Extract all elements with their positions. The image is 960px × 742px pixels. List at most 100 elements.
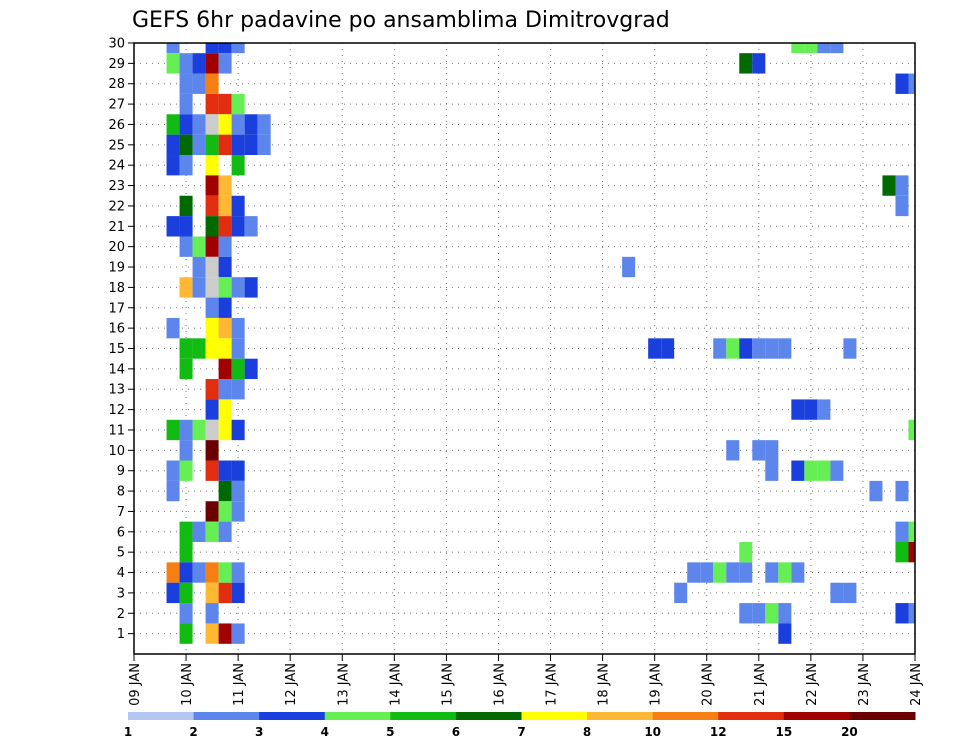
colorbar-segment	[521, 712, 588, 720]
heatmap-cell	[218, 582, 232, 604]
heatmap-cell	[231, 501, 245, 522]
heatmap-cell	[192, 338, 206, 359]
y-tick-label: 17	[108, 301, 125, 316]
heatmap-cell	[778, 623, 792, 644]
heatmap-cell	[205, 460, 219, 481]
y-tick-label: 9	[117, 464, 125, 479]
heatmap-cell	[218, 358, 232, 380]
colorbar-segment	[587, 712, 654, 720]
heatmap-cell	[231, 338, 245, 359]
heatmap-cell	[179, 521, 193, 542]
heatmap-cell	[166, 43, 180, 54]
heatmap-cell	[895, 175, 909, 196]
y-tick-label: 4	[117, 566, 125, 581]
heatmap-cell	[218, 53, 232, 74]
heatmap-cell	[192, 277, 206, 298]
y-tick-label: 18	[108, 281, 125, 296]
heatmap-cell	[218, 338, 232, 359]
heatmap-cell	[179, 623, 193, 644]
heatmap-cell	[804, 43, 818, 54]
y-tick-label: 2	[117, 607, 125, 622]
heatmap-cell	[166, 216, 180, 237]
heatmap-cell	[804, 460, 818, 481]
heatmap-cell	[192, 114, 206, 135]
x-tick-label: 17 JAN	[545, 663, 560, 706]
heatmap-cell	[648, 338, 662, 359]
heatmap-cell	[179, 73, 193, 94]
y-tick-label: 8	[117, 485, 125, 500]
y-tick-label: 13	[108, 383, 125, 398]
colorbar-segment	[652, 712, 719, 720]
x-tick-label: 19 JAN	[649, 663, 664, 706]
x-tick-label: 14 JAN	[388, 663, 403, 706]
heatmap-cell	[218, 521, 232, 542]
heatmap-cell	[791, 399, 805, 420]
heatmap-cell	[817, 43, 831, 54]
colorbar-segment	[324, 712, 391, 720]
heatmap-cell	[895, 521, 909, 542]
x-tick-label: 24 JAN	[909, 663, 924, 706]
heatmap-cell	[674, 582, 688, 604]
colorbar: 1 2 3 4 5 6 7 8 10 12 15 20	[124, 712, 916, 739]
heatmap-cell	[205, 236, 219, 257]
heatmap-cell	[231, 93, 245, 115]
heatmap-cell	[231, 155, 245, 176]
heatmap-cell	[205, 562, 219, 583]
heatmap-cell	[205, 379, 219, 400]
y-tick-label: 10	[108, 444, 125, 459]
heatmap-cell	[231, 480, 245, 502]
heatmap-cell	[179, 195, 193, 217]
heatmap-cell	[231, 317, 245, 339]
heatmap-cell	[205, 53, 219, 74]
heatmap-cell	[179, 541, 193, 563]
colorbar-label: 5	[386, 725, 394, 739]
heatmap-cell	[257, 114, 271, 135]
heatmap-cell	[205, 134, 219, 156]
colorbar-label: 4	[321, 725, 329, 739]
y-tick-label: 16	[108, 322, 125, 337]
colorbar-label: 3	[255, 725, 263, 739]
heatmap-cell	[192, 521, 206, 542]
heatmap-cell	[791, 562, 805, 583]
heatmap-cell	[231, 277, 245, 298]
heatmap-cell	[205, 93, 219, 115]
heatmap-cell	[205, 73, 219, 94]
y-tick-label: 6	[117, 525, 125, 540]
heatmap-cell	[179, 155, 193, 176]
heatmap-cell	[192, 419, 206, 441]
heatmap-cell	[166, 134, 180, 156]
heatmap-cell	[895, 541, 909, 563]
colorbar-segment	[849, 712, 916, 720]
heatmap-cell	[830, 460, 844, 481]
heatmap-cell	[895, 480, 909, 502]
heatmap-cell	[205, 317, 219, 339]
heatmap-cell	[205, 419, 219, 441]
heatmap-cell	[218, 317, 232, 339]
y-tick-label: 20	[108, 240, 125, 255]
heatmap-cell	[205, 43, 219, 54]
y-tick-label: 15	[108, 342, 125, 357]
y-tick-label: 7	[117, 505, 125, 520]
heatmap-cell	[218, 297, 232, 318]
heatmap-cell	[218, 195, 232, 217]
colorbar-segment	[390, 712, 457, 720]
heatmap-cell	[817, 460, 831, 481]
colorbar-segment	[783, 712, 850, 720]
heatmap-cell	[843, 582, 857, 604]
y-tick-label: 19	[108, 261, 125, 276]
y-tick-label: 1	[117, 627, 125, 642]
colorbar-label: 8	[583, 725, 591, 739]
heatmap-cell	[231, 562, 245, 583]
y-tick-label: 26	[108, 118, 125, 133]
colorbar-segment	[193, 712, 260, 720]
heatmap-cell	[166, 114, 180, 135]
heatmap-cell	[778, 603, 792, 624]
heatmap-cell	[218, 562, 232, 583]
heatmap-cell	[791, 43, 805, 54]
heatmap-cell	[179, 358, 193, 380]
heatmap-cell	[244, 216, 258, 237]
heatmap-cell	[713, 338, 727, 359]
x-tick-label: 18 JAN	[597, 663, 612, 706]
colorbar-label: 7	[517, 725, 525, 739]
heatmap-cell	[179, 338, 193, 359]
